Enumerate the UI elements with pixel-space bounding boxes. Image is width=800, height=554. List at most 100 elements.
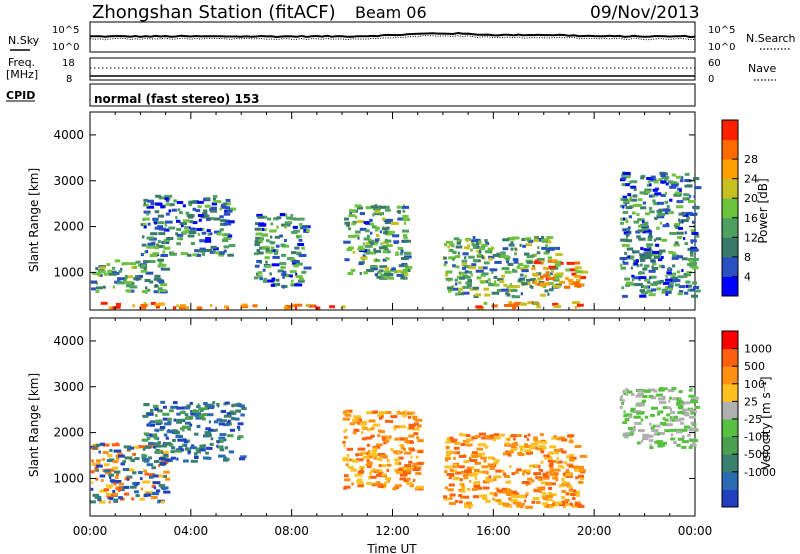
power-cell: [271, 277, 275, 281]
power-cell: [282, 285, 285, 289]
station-title: Zhongshan Station (fitACF): [92, 2, 336, 23]
power-cell: [357, 247, 366, 251]
velocity-cell: [579, 454, 588, 458]
velocity-cell: [366, 461, 373, 465]
power-cell: [116, 302, 121, 306]
power-cell: [301, 225, 308, 229]
velocity-cell: [675, 397, 679, 401]
velocity-cell: [184, 438, 187, 442]
velocity-cell: [403, 410, 408, 414]
power-cell: [262, 279, 268, 283]
power-cell: [375, 258, 378, 262]
velocity-cell: [677, 411, 685, 414]
power-cell: [402, 214, 409, 218]
velocity-cell: [108, 473, 114, 477]
velocity-cell: [644, 415, 649, 419]
power-cell: [467, 244, 470, 248]
velocity-cell: [502, 504, 507, 508]
power-cell: [393, 240, 400, 244]
velocity-cell: [394, 437, 402, 441]
velocity-cell: [346, 454, 350, 458]
power-cell: [640, 258, 646, 262]
power-cell: [190, 227, 196, 231]
velocity-cell: [448, 483, 455, 487]
velocity-cell: [568, 458, 575, 462]
velocity-cell: [624, 413, 633, 417]
velocity-cell: [406, 481, 414, 485]
power-cell: [301, 270, 307, 274]
velocity-cell: [357, 447, 366, 451]
power-cell: [271, 246, 275, 250]
velocity-cell: [393, 427, 397, 431]
velocity-cell: [213, 420, 219, 424]
power-cell: [154, 221, 158, 225]
velocity-cell: [473, 484, 481, 488]
velocity-cell: [507, 504, 513, 508]
power-cell: [139, 265, 148, 269]
velocity-cell: [579, 466, 584, 469]
power-cell: [379, 212, 382, 216]
velocity-cell: [568, 440, 574, 444]
power-cell: [639, 256, 647, 260]
power-cell: [366, 241, 370, 245]
power-cell: [665, 278, 673, 282]
power-cell: [135, 260, 141, 264]
power-cell: [164, 197, 169, 201]
velocity-cell: [115, 456, 120, 460]
velocity-cell: [510, 498, 518, 502]
power-cell: [396, 205, 402, 209]
power-cell: [253, 276, 259, 280]
velocity-cell: [94, 495, 102, 499]
velocity-cell: [342, 417, 350, 421]
power-scatter: [90, 171, 702, 310]
power-cell: [674, 283, 681, 287]
power-cell: [532, 272, 539, 276]
power-cell: [141, 290, 148, 294]
power-cell: [384, 239, 392, 243]
velocity-cell: [574, 445, 582, 448]
velocity-cell: [446, 453, 451, 457]
velocity-cell: [358, 481, 364, 485]
velocity-cell: [206, 456, 212, 460]
velocity-cell: [561, 465, 565, 469]
velocity-cell: [146, 436, 151, 440]
velocity-cbar-tick-label: -25: [744, 413, 762, 426]
velocity-cell: [635, 415, 639, 419]
velocity-cell: [343, 436, 348, 439]
velocity-cell: [117, 452, 123, 456]
power-cell: [573, 274, 582, 278]
power-cell: [581, 270, 589, 274]
power-cell: [458, 271, 462, 275]
power-cell: [397, 217, 404, 221]
power-cell: [623, 200, 629, 204]
velocity-cell: [488, 475, 492, 479]
velocity-cell: [182, 443, 188, 447]
power-cell: [266, 217, 272, 221]
velocity-cell: [372, 468, 376, 472]
power-cell: [684, 231, 687, 235]
power-cell: [257, 251, 264, 255]
power-cell: [395, 251, 399, 255]
power-cell: [661, 238, 668, 242]
power-cell: [465, 281, 473, 285]
velocity-cell: [548, 491, 552, 495]
power-cell: [640, 174, 646, 178]
power-cell: [375, 238, 379, 242]
power-cell: [627, 255, 631, 259]
velocity-cell: [90, 470, 95, 474]
power-cell: [163, 238, 171, 242]
freq-tick-bottom: 8: [66, 74, 72, 85]
velocity-cell: [651, 429, 659, 433]
power-cell: [265, 248, 270, 252]
velocity-cell: [369, 455, 374, 459]
power-cell: [293, 229, 300, 233]
power-cell: [650, 178, 657, 182]
power-cell: [662, 281, 670, 285]
velocity-cell: [112, 489, 116, 493]
power-cell: [143, 198, 148, 202]
velocity-cell: [542, 472, 548, 476]
power-cell: [141, 235, 145, 239]
velocity-cell: [155, 444, 162, 448]
power-cell: [281, 253, 287, 257]
power-cbar-swatch: [722, 217, 738, 238]
